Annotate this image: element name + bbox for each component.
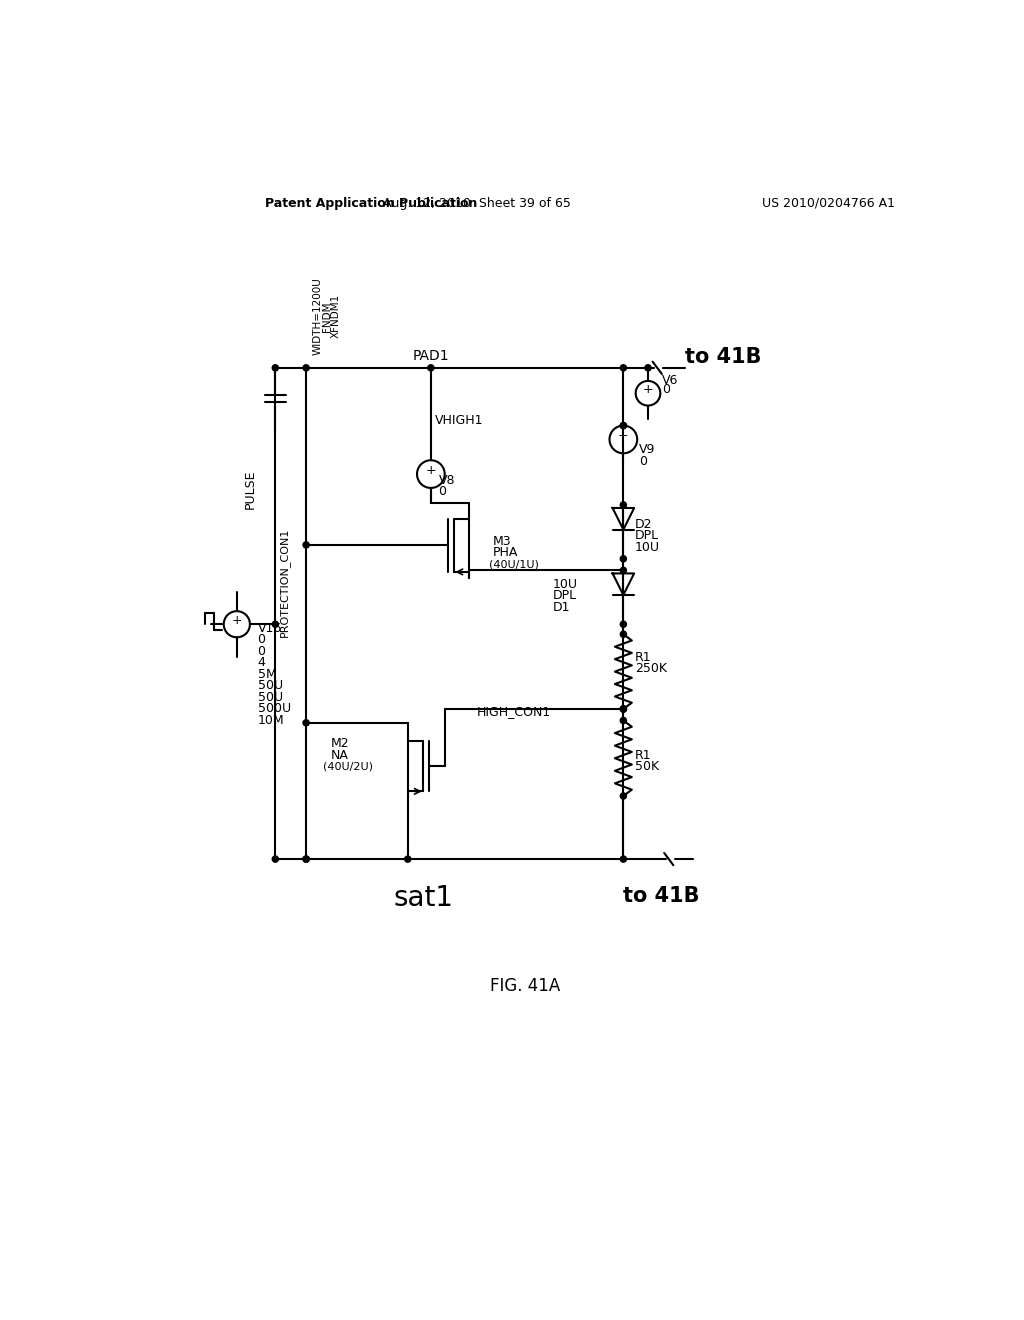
- Text: 0: 0: [662, 383, 670, 396]
- Text: 250K: 250K: [635, 663, 667, 676]
- Text: DPL: DPL: [635, 529, 659, 543]
- Text: US 2010/0204766 A1: US 2010/0204766 A1: [762, 197, 895, 210]
- Circle shape: [303, 857, 309, 862]
- Circle shape: [621, 556, 627, 562]
- Text: 50U: 50U: [258, 690, 283, 704]
- Text: M2: M2: [331, 737, 349, 750]
- Circle shape: [645, 364, 651, 371]
- Circle shape: [621, 793, 627, 799]
- Circle shape: [303, 541, 309, 548]
- Circle shape: [272, 857, 279, 862]
- Text: (40U/1U): (40U/1U): [488, 560, 539, 569]
- Text: 0: 0: [639, 454, 647, 467]
- Text: (40U/2U): (40U/2U): [323, 762, 373, 772]
- Text: 50U: 50U: [258, 680, 283, 693]
- Circle shape: [303, 719, 309, 726]
- Text: PULSE: PULSE: [244, 470, 256, 510]
- Text: PROTECTION_CON1: PROTECTION_CON1: [280, 527, 290, 636]
- Circle shape: [272, 622, 279, 627]
- Text: PHA: PHA: [493, 546, 518, 560]
- Circle shape: [621, 718, 627, 723]
- Circle shape: [621, 857, 627, 862]
- Text: Patent Application Publication: Patent Application Publication: [265, 197, 477, 210]
- Text: sat1: sat1: [393, 883, 454, 912]
- Text: 0: 0: [258, 644, 265, 657]
- Text: HIGH_CON1: HIGH_CON1: [477, 705, 551, 718]
- Text: NA: NA: [331, 748, 348, 762]
- Text: +: +: [231, 614, 242, 627]
- Text: to 41B: to 41B: [624, 886, 699, 906]
- Text: +: +: [426, 463, 436, 477]
- Text: 4: 4: [258, 656, 265, 669]
- Text: 0: 0: [438, 486, 446, 499]
- Text: FIG. 41A: FIG. 41A: [489, 977, 560, 995]
- Circle shape: [621, 568, 627, 573]
- Text: D2: D2: [635, 517, 652, 531]
- Text: WIDTH=1200U: WIDTH=1200U: [312, 277, 323, 355]
- Text: 10U: 10U: [635, 541, 659, 554]
- Circle shape: [272, 364, 279, 371]
- Text: V6: V6: [662, 374, 678, 387]
- Text: PAD1: PAD1: [413, 350, 450, 363]
- Circle shape: [621, 706, 627, 711]
- Text: to 41B: to 41B: [685, 347, 762, 367]
- Circle shape: [621, 622, 627, 627]
- Text: R1: R1: [635, 748, 651, 762]
- Circle shape: [621, 422, 627, 429]
- Text: XFNDM1: XFNDM1: [331, 294, 341, 338]
- Circle shape: [621, 422, 627, 429]
- Text: V8: V8: [438, 474, 455, 487]
- Text: +: +: [643, 383, 653, 396]
- Text: 5M: 5M: [258, 668, 276, 681]
- Text: FNDM: FNDM: [322, 301, 332, 331]
- Text: 10M: 10M: [258, 714, 285, 727]
- Circle shape: [621, 364, 627, 371]
- Text: VHIGH1: VHIGH1: [435, 413, 483, 426]
- Circle shape: [621, 502, 627, 508]
- Circle shape: [404, 857, 411, 862]
- Circle shape: [303, 364, 309, 371]
- Text: V16: V16: [258, 622, 282, 635]
- Text: M3: M3: [493, 535, 511, 548]
- Text: 0: 0: [258, 634, 265, 647]
- Text: R1: R1: [635, 651, 651, 664]
- Text: V9: V9: [639, 444, 655, 455]
- Text: 10U: 10U: [553, 578, 578, 591]
- Circle shape: [621, 706, 627, 711]
- Text: 500U: 500U: [258, 702, 291, 715]
- Text: Aug. 12, 2010  Sheet 39 of 65: Aug. 12, 2010 Sheet 39 of 65: [383, 197, 571, 210]
- Circle shape: [621, 706, 627, 711]
- Text: 50K: 50K: [635, 760, 659, 774]
- Circle shape: [428, 364, 434, 371]
- Text: DPL: DPL: [553, 589, 577, 602]
- Text: D1: D1: [553, 601, 570, 614]
- Circle shape: [303, 857, 309, 862]
- Text: +: +: [618, 429, 629, 442]
- Circle shape: [621, 631, 627, 638]
